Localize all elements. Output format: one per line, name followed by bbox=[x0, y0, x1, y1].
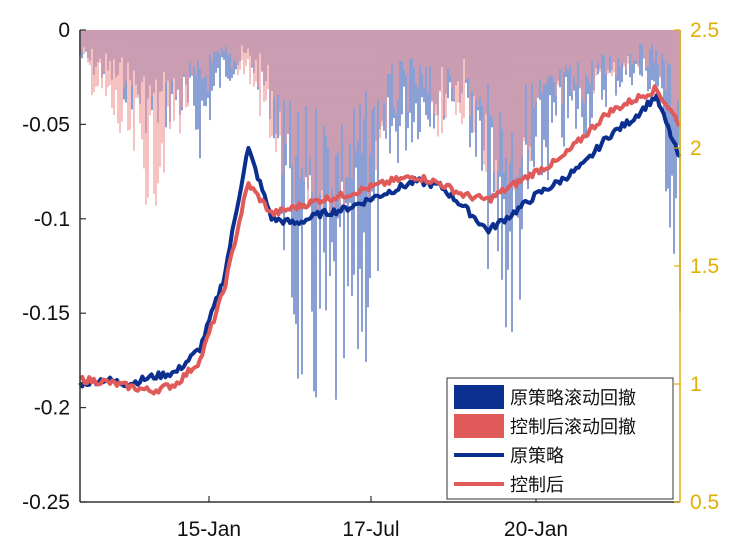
x-tick-label: 17-Jul bbox=[342, 518, 399, 541]
right-tick-label: 1.5 bbox=[690, 255, 719, 278]
left-tick-label: -0.1 bbox=[34, 208, 70, 231]
right-tick-label: 1 bbox=[690, 373, 702, 396]
legend-label: 控制后滚动回撤 bbox=[510, 417, 636, 438]
line-controlled bbox=[78, 84, 682, 396]
x-tick-label: 20-Jan bbox=[504, 518, 568, 541]
plot-area bbox=[78, 30, 682, 400]
x-ticks: 15-Jan 17-Jul 20-Jan bbox=[177, 496, 568, 541]
right-ticks: 2.5 2 1.5 1 0.5 bbox=[674, 19, 719, 514]
axes: 0 -0.05 -0.1 -0.15 -0.2 -0.25 2.5 2 1.5 1 0.5 15-… bbox=[22, 19, 719, 541]
legend-label: 原策略 bbox=[510, 446, 564, 467]
legend-swatch bbox=[454, 414, 504, 438]
left-tick-label: -0.15 bbox=[22, 302, 70, 325]
left-tick-label: -0.05 bbox=[22, 113, 70, 136]
right-tick-label: 2 bbox=[690, 137, 702, 160]
legend-label: 原策略滚动回撤 bbox=[510, 388, 636, 409]
nav-lines bbox=[78, 84, 682, 396]
x-tick-label: 15-Jan bbox=[177, 518, 241, 541]
left-tick-label: -0.25 bbox=[22, 491, 70, 514]
right-tick-label: 0.5 bbox=[690, 491, 719, 514]
left-ticks: 0 -0.05 -0.1 -0.15 -0.2 -0.25 bbox=[22, 19, 86, 514]
right-tick-label: 2.5 bbox=[690, 19, 719, 42]
legend-label: 控制后 bbox=[510, 475, 564, 496]
line-original bbox=[78, 93, 682, 389]
left-tick-label: 0 bbox=[58, 19, 70, 42]
legend-swatch bbox=[454, 385, 504, 409]
left-tick-label: -0.2 bbox=[34, 397, 70, 420]
